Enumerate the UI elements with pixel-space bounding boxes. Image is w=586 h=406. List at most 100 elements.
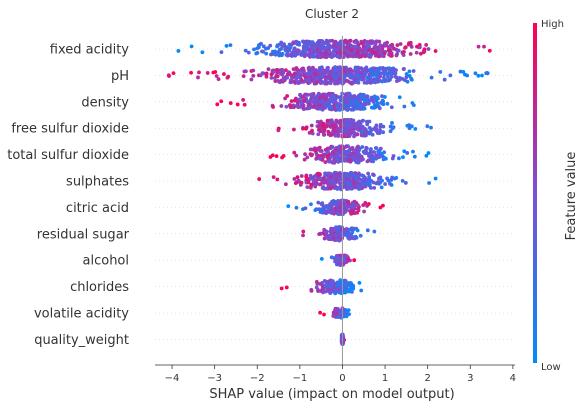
shap-point: [372, 94, 377, 99]
shap-point: [316, 146, 321, 151]
shap-point: [288, 103, 292, 107]
shap-point: [313, 146, 317, 151]
shap-point: [329, 289, 334, 294]
shap-point: [222, 72, 226, 76]
x-tick-label: 1: [382, 373, 388, 384]
shap-point: [374, 123, 379, 128]
shap-point: [357, 74, 361, 78]
feature-label: pH: [111, 69, 129, 84]
shap-point: [380, 71, 385, 76]
shap-point: [283, 96, 288, 101]
shap-point: [310, 128, 314, 133]
shap-point: [405, 151, 410, 155]
shap-point: [311, 67, 316, 72]
shap-point: [349, 123, 354, 128]
shap-point: [401, 155, 405, 160]
shap-point: [407, 73, 412, 78]
shap-point: [314, 101, 318, 106]
shap-point: [346, 53, 351, 58]
shap-point: [275, 74, 280, 79]
shap-point: [301, 229, 306, 234]
colorbar-high-label: High: [541, 19, 564, 30]
x-tick-label: −4: [165, 373, 180, 384]
shap-point: [337, 205, 342, 210]
shap-point: [243, 48, 248, 53]
shap-point: [228, 43, 233, 48]
shap-point: [429, 75, 434, 80]
shap-point: [304, 42, 309, 47]
shap-point: [389, 105, 394, 110]
shap-point: [327, 98, 332, 103]
shap-point: [301, 69, 306, 74]
shap-point: [235, 102, 240, 107]
shap-point: [487, 48, 492, 53]
shap-point: [349, 97, 353, 102]
shap-point: [350, 230, 355, 235]
shap-point: [325, 150, 330, 154]
shap-point: [367, 175, 372, 179]
shap-point: [305, 99, 310, 104]
shap-point: [395, 79, 399, 84]
shap-point: [381, 124, 386, 129]
shap-point: [346, 199, 351, 204]
shap-point: [364, 40, 369, 45]
shap-point: [336, 132, 341, 137]
shap-point: [367, 44, 372, 49]
shap-point: [277, 42, 282, 47]
shap-point: [309, 123, 314, 128]
shap-point: [285, 75, 290, 80]
shap-point: [293, 71, 297, 76]
shap-point: [357, 183, 362, 188]
shap-point: [301, 126, 305, 131]
shap-point: [356, 151, 361, 156]
shap-point: [365, 76, 370, 80]
shap-point: [257, 42, 262, 47]
shap-point: [355, 78, 360, 83]
shap-point: [301, 233, 305, 238]
shap-point: [385, 101, 390, 106]
shap-point: [346, 132, 351, 137]
shap-point: [336, 202, 341, 206]
shap-point: [398, 42, 403, 46]
shap-point: [302, 98, 307, 103]
shap-point: [219, 50, 224, 55]
shap-point: [357, 177, 362, 181]
shap-point: [388, 129, 393, 134]
shap-point: [403, 78, 407, 83]
shap-point: [299, 101, 304, 106]
shap-point: [382, 156, 387, 160]
shap-point: [326, 181, 330, 186]
shap-point: [308, 147, 313, 152]
feature-label: sulphates: [66, 175, 129, 190]
shap-point: [342, 286, 347, 291]
colorbar-gradient: [533, 23, 537, 363]
shap-point: [318, 81, 323, 86]
x-axis: −4 −3 −2 −1 0 1 2 3 4: [155, 364, 516, 384]
shap-point: [302, 93, 307, 98]
shap-point: [312, 74, 317, 79]
shap-point: [304, 174, 309, 179]
shap-point: [322, 312, 326, 317]
shap-point: [427, 181, 431, 185]
shap-point: [341, 281, 346, 286]
shap-point: [331, 71, 336, 76]
shap-point: [359, 66, 363, 71]
shap-point: [368, 67, 373, 72]
shap-point: [325, 66, 330, 70]
x-tick-label: 2: [424, 373, 430, 384]
shap-point: [344, 254, 349, 258]
shap-point: [321, 177, 326, 181]
shap-point: [324, 81, 329, 86]
shap-point: [189, 44, 194, 49]
shap-point: [348, 67, 353, 72]
shap-point: [323, 160, 328, 165]
shap-point: [429, 125, 433, 130]
shap-point: [313, 208, 318, 213]
shap-point: [370, 127, 375, 132]
shap-point: [368, 185, 373, 190]
shap-point: [358, 233, 363, 238]
shap-point: [426, 47, 431, 51]
shap-point: [214, 74, 219, 78]
shap-point: [306, 103, 311, 108]
